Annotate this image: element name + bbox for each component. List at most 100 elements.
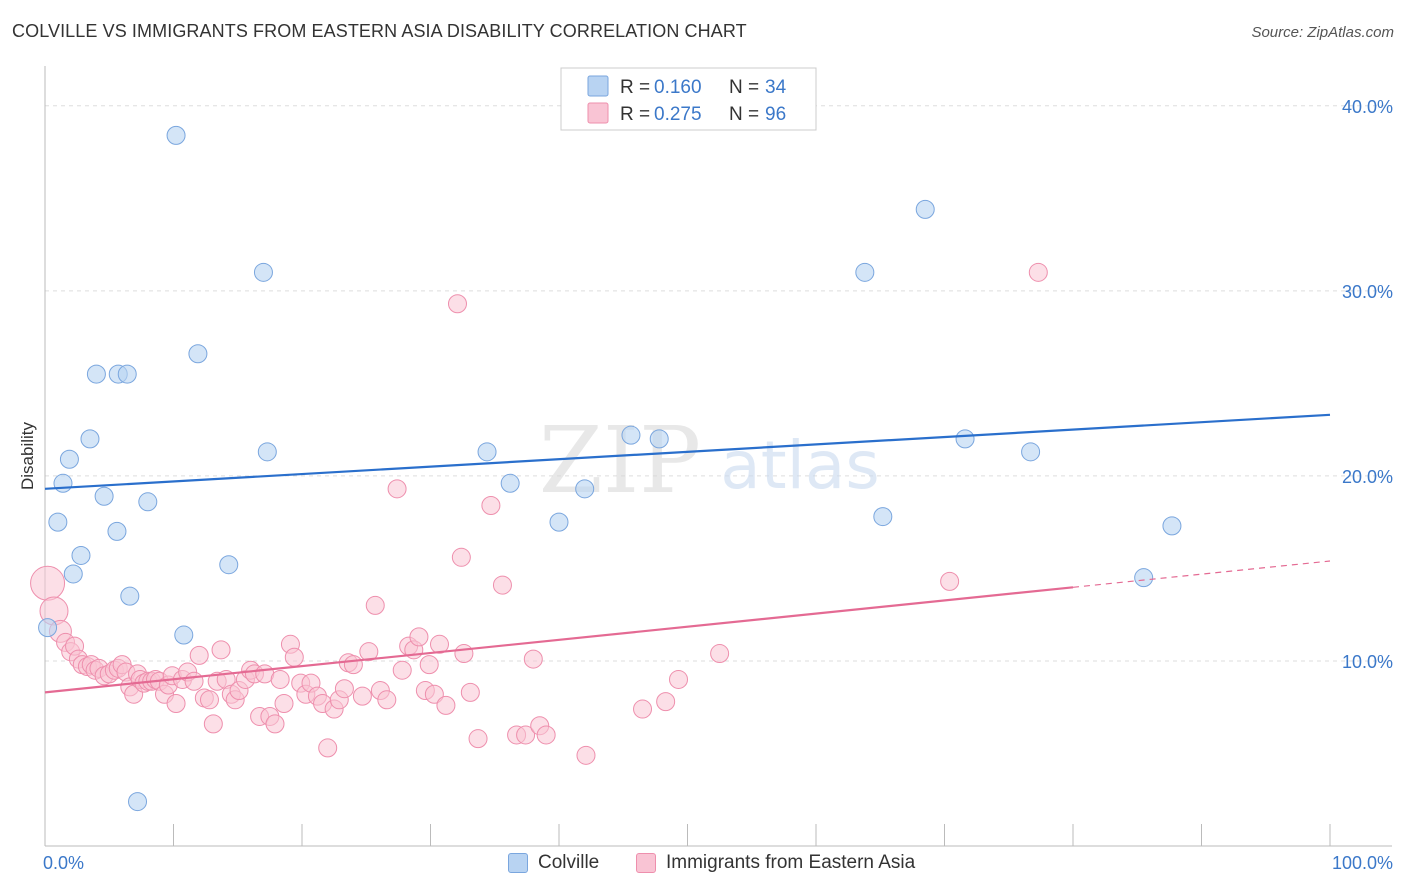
immigrants-point — [460, 682, 480, 702]
colville-point — [128, 792, 148, 812]
colville-point — [955, 429, 975, 449]
immigrants-point — [274, 694, 294, 714]
colville-point — [855, 262, 875, 282]
immigrants-point — [419, 655, 439, 675]
colville-trend-line — [44, 413, 1331, 490]
legend-n-label-2: N = — [729, 104, 759, 125]
x-tick-label: 100.0% — [1332, 853, 1393, 873]
colville-point — [219, 555, 239, 575]
y-tick-label: 10.0% — [1342, 652, 1393, 672]
colville-point — [71, 545, 91, 565]
immigrants-point — [516, 725, 536, 745]
colville-point — [253, 262, 273, 282]
legend-item-immigrants: Immigrants from Eastern Asia — [636, 852, 915, 874]
stats-legend: R = 0.160 N = 34 R = 0.275 N = 96 — [560, 67, 817, 131]
y-tick-label: 40.0% — [1342, 97, 1393, 117]
colville-point — [138, 492, 158, 512]
immigrants-point — [429, 634, 449, 654]
y-tick-label: 30.0% — [1342, 282, 1393, 302]
colville-point — [1162, 516, 1182, 536]
immigrants-point — [387, 479, 407, 499]
legend-swatch-immigrants — [587, 102, 609, 124]
watermark-atlas: atlas — [720, 427, 880, 504]
immigrants-point — [359, 642, 379, 662]
colville-point — [63, 564, 83, 584]
immigrants-point — [656, 692, 676, 712]
immigrants-point — [365, 595, 385, 615]
immigrants-trend-line-extrapolated — [1072, 560, 1331, 588]
immigrants-trend-line — [44, 586, 1074, 694]
legend-item-colville: Colville — [508, 852, 599, 874]
legend-swatch-colville — [587, 75, 609, 97]
immigrants-point — [492, 575, 512, 595]
colville-point — [1021, 442, 1041, 462]
immigrants-point — [633, 699, 653, 719]
colville-point — [915, 199, 935, 219]
immigrants-point — [270, 669, 290, 689]
immigrants-point — [576, 745, 596, 765]
colville-point — [188, 344, 208, 364]
immigrants-point — [481, 495, 501, 515]
legend-r-value-1: 0.160 — [654, 77, 702, 98]
legend-swatch-immigrants-bottom — [636, 853, 656, 873]
legend-n-value-2: 96 — [765, 104, 786, 125]
immigrants-point — [184, 671, 204, 691]
colville-point — [107, 521, 127, 541]
source-label: Source: ZipAtlas.com — [1251, 24, 1394, 41]
legend-label-immigrants: Immigrants from Eastern Asia — [666, 852, 916, 873]
colville-point — [575, 479, 595, 499]
legend-label-colville: Colville — [538, 852, 600, 873]
immigrants-point — [424, 684, 444, 704]
immigrants-point — [318, 738, 338, 758]
immigrants-point — [940, 571, 960, 591]
colville-point — [477, 442, 497, 462]
colville-point — [53, 473, 73, 493]
bottom-legend: Colville Immigrants from Eastern Asia — [0, 850, 1406, 880]
colville-point — [174, 625, 194, 645]
gridlines — [45, 105, 1392, 662]
immigrants-point — [1028, 262, 1048, 282]
colville-point — [120, 586, 140, 606]
y-tick-label: 20.0% — [1342, 467, 1393, 487]
colville-point — [257, 442, 277, 462]
colville-point — [500, 473, 520, 493]
immigrants-point — [536, 725, 556, 745]
legend-r-label-1: R = — [620, 77, 650, 98]
colville-point — [549, 512, 569, 532]
immigrants-point — [468, 729, 488, 749]
x-tick-label: 0.0% — [43, 853, 84, 873]
immigrants-point — [343, 655, 363, 675]
colville-points — [38, 125, 1182, 812]
immigrants-point — [669, 669, 689, 689]
immigrants-point — [265, 714, 285, 734]
immigrants-point — [199, 690, 219, 710]
immigrants-point — [447, 294, 467, 314]
immigrants-point — [284, 647, 304, 667]
immigrants-point — [334, 679, 354, 699]
immigrants-point — [392, 660, 412, 680]
immigrants-point — [523, 649, 543, 669]
colville-point — [48, 512, 68, 532]
chart-title: COLVILLE VS IMMIGRANTS FROM EASTERN ASIA… — [12, 21, 747, 41]
legend-swatch-colville-bottom — [508, 853, 528, 873]
legend-r-label-2: R = — [620, 104, 650, 125]
immigrants-point — [189, 645, 209, 665]
legend-n-label-1: N = — [729, 77, 759, 98]
colville-point — [59, 449, 79, 469]
colville-point — [649, 429, 669, 449]
immigrants-point — [30, 565, 66, 601]
legend-r-value-2: 0.275 — [654, 104, 702, 125]
colville-point — [86, 364, 106, 384]
watermark-zip: ZIP — [539, 407, 701, 514]
colville-point — [94, 486, 114, 506]
colville-point — [117, 364, 137, 384]
colville-point — [80, 429, 100, 449]
immigrants-point — [436, 695, 456, 715]
trend-lines — [44, 413, 1331, 694]
legend-n-value-1: 34 — [765, 77, 787, 98]
colville-point — [1134, 568, 1154, 588]
immigrants-point — [203, 714, 223, 734]
immigrants-point — [211, 640, 231, 660]
immigrants-point — [352, 686, 372, 706]
